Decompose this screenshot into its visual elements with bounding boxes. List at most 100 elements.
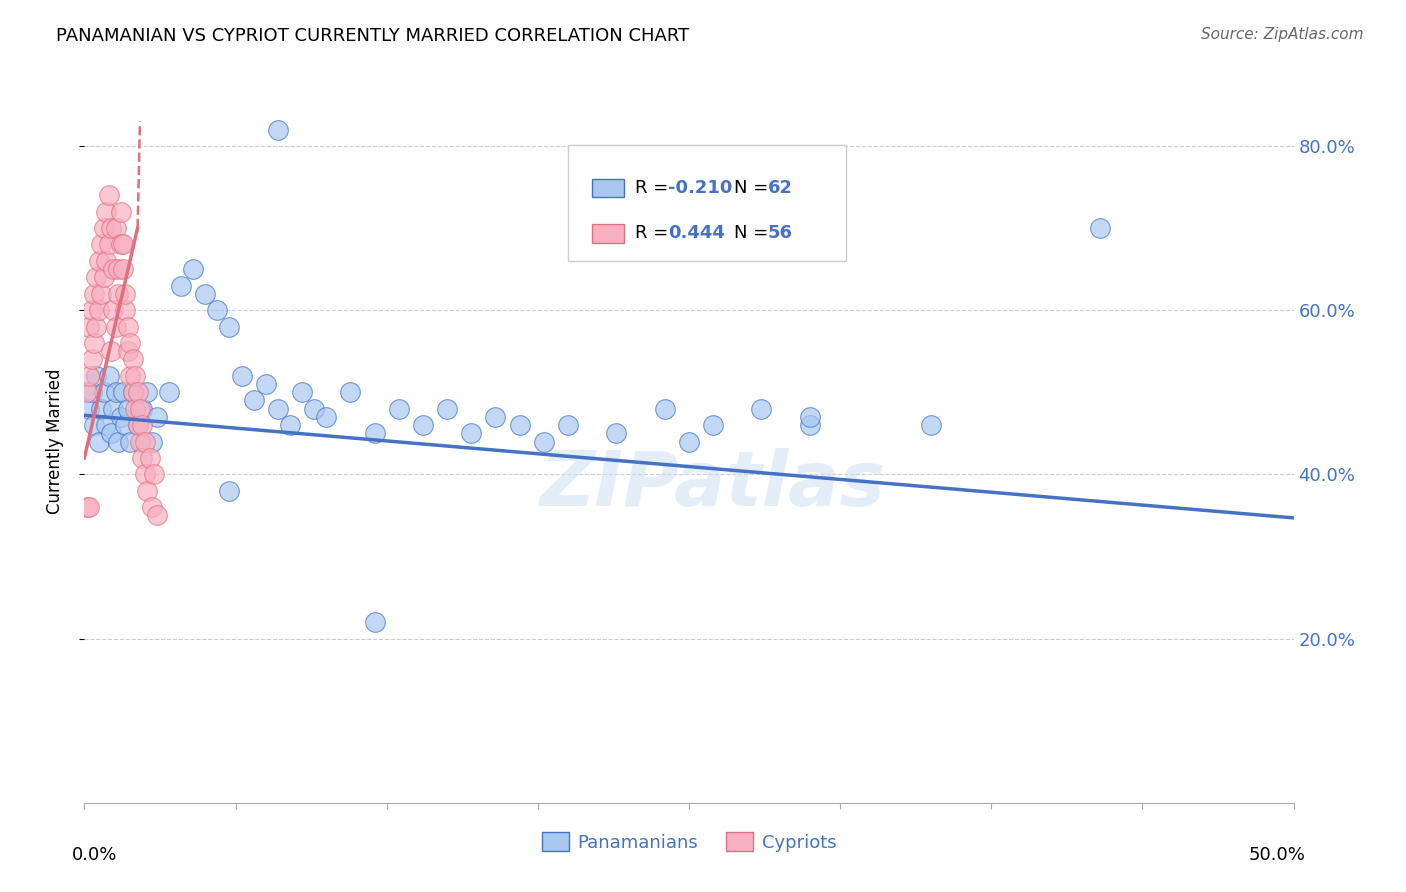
Point <box>104 385 127 400</box>
Point <box>127 418 149 433</box>
Point <box>107 434 129 449</box>
Text: 0.0%: 0.0% <box>72 847 118 864</box>
Point <box>121 385 143 400</box>
Point <box>80 385 103 400</box>
Point <box>678 434 700 449</box>
Point <box>207 303 229 318</box>
Text: 56: 56 <box>768 225 793 243</box>
Point <box>114 418 136 433</box>
Point <box>129 401 152 416</box>
Point <box>143 467 166 482</box>
Point <box>533 434 555 449</box>
Point <box>110 204 132 219</box>
Point <box>134 467 156 482</box>
Point <box>107 262 129 277</box>
Point <box>80 303 103 318</box>
Point <box>100 426 122 441</box>
Point <box>104 221 127 235</box>
Point <box>77 500 100 515</box>
Point <box>87 434 110 449</box>
FancyBboxPatch shape <box>568 145 846 260</box>
Point <box>1088 221 1111 235</box>
Text: Source: ZipAtlas.com: Source: ZipAtlas.com <box>1201 27 1364 42</box>
Point <box>117 401 139 416</box>
Point <box>94 253 117 268</box>
Point <box>920 418 942 433</box>
Point <box>90 237 112 252</box>
Point <box>751 401 773 416</box>
Point <box>605 426 627 441</box>
Point <box>86 319 108 334</box>
Point <box>218 483 240 498</box>
Point <box>484 409 506 424</box>
Point <box>131 401 153 416</box>
Point <box>120 434 142 449</box>
Point <box>93 270 115 285</box>
Point <box>141 500 163 515</box>
Legend: Panamanians, Cypriots: Panamanians, Cypriots <box>534 825 844 859</box>
Point <box>112 262 135 277</box>
Point <box>267 122 290 136</box>
Point <box>93 385 115 400</box>
Point <box>104 319 127 334</box>
Point <box>799 409 821 424</box>
Point <box>77 319 100 334</box>
Point <box>136 483 159 498</box>
Point <box>103 401 125 416</box>
Point <box>363 615 385 630</box>
Point <box>291 385 314 400</box>
Point <box>86 270 108 285</box>
Point <box>114 286 136 301</box>
Point <box>86 368 108 383</box>
Point <box>120 368 142 383</box>
Point <box>110 409 132 424</box>
Point <box>112 385 135 400</box>
Point <box>278 418 301 433</box>
Text: PANAMANIAN VS CYPRIOT CURRENTLY MARRIED CORRELATION CHART: PANAMANIAN VS CYPRIOT CURRENTLY MARRIED … <box>56 27 689 45</box>
Point <box>131 450 153 465</box>
Point <box>110 237 132 252</box>
Point <box>97 188 120 202</box>
Point <box>121 385 143 400</box>
Point <box>76 385 98 400</box>
Point <box>654 401 676 416</box>
Point <box>80 352 103 367</box>
Point <box>460 426 482 441</box>
Point <box>127 385 149 400</box>
Point <box>267 401 290 416</box>
Point <box>124 368 146 383</box>
Text: -0.210: -0.210 <box>668 179 733 197</box>
Point <box>117 319 139 334</box>
Point <box>702 418 724 433</box>
Point <box>339 385 361 400</box>
Point <box>138 450 160 465</box>
Point <box>77 401 100 416</box>
Text: ZIPatlas: ZIPatlas <box>540 448 886 522</box>
Point <box>93 221 115 235</box>
Point <box>114 303 136 318</box>
Point <box>103 262 125 277</box>
Point <box>146 409 169 424</box>
Point <box>509 418 531 433</box>
Point <box>170 278 193 293</box>
Point <box>117 344 139 359</box>
Point <box>100 344 122 359</box>
Point <box>97 237 120 252</box>
Point <box>194 286 217 301</box>
Point <box>83 336 105 351</box>
Point <box>136 385 159 400</box>
Text: R =: R = <box>634 179 673 197</box>
Point <box>103 303 125 318</box>
Point <box>254 377 277 392</box>
FancyBboxPatch shape <box>592 224 624 243</box>
Point <box>231 368 253 383</box>
Point <box>76 500 98 515</box>
FancyBboxPatch shape <box>592 178 624 197</box>
Point <box>77 368 100 383</box>
Point <box>141 434 163 449</box>
Point <box>146 508 169 523</box>
Text: N =: N = <box>734 179 773 197</box>
Point <box>87 253 110 268</box>
Point <box>83 286 105 301</box>
Point <box>157 385 180 400</box>
